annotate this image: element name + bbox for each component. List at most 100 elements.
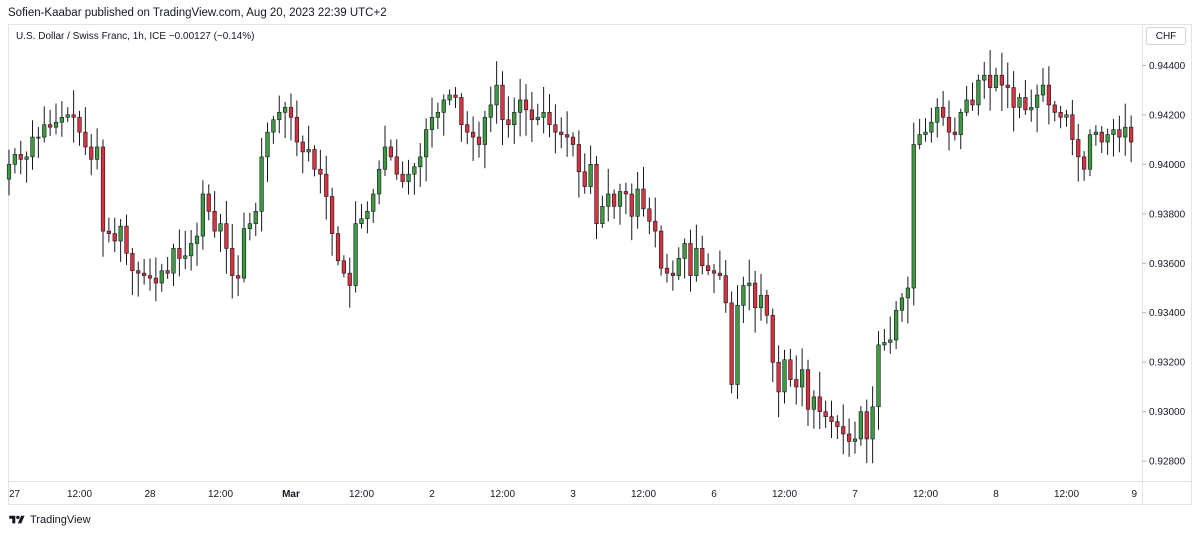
candle-body-down [770, 314, 775, 363]
candle-body-down [300, 141, 305, 153]
candle [377, 160, 382, 205]
candle [993, 67, 999, 92]
candle [48, 109, 53, 137]
candle [617, 183, 623, 225]
candle [576, 130, 581, 198]
candle [635, 171, 640, 229]
candle-body-down [629, 193, 634, 217]
candle-body-down [1058, 112, 1063, 118]
candle [359, 204, 364, 229]
candle [952, 117, 957, 141]
candle [1129, 115, 1134, 163]
price-axis: 0.94400 0.94200 0.94000 0.93800 0.93600 0.934… [1142, 25, 1186, 504]
candle-body-down [18, 154, 23, 160]
candle [888, 316, 893, 354]
candle [112, 217, 117, 253]
time-tick-label: 28 [144, 489, 156, 500]
candle [1017, 93, 1022, 118]
candle-body-down [612, 193, 617, 207]
candle [465, 111, 470, 145]
candle [6, 149, 12, 196]
candle [941, 90, 946, 126]
candle-body-down [318, 168, 323, 175]
candle [382, 125, 388, 176]
candle-body-down [823, 411, 828, 417]
candle-body-down [788, 359, 793, 380]
candle-body-up [189, 243, 194, 257]
candle-body-up [635, 188, 640, 217]
candle [1070, 100, 1075, 156]
time-tick-label: 3 [570, 489, 576, 500]
candle [647, 197, 652, 235]
candle-body-down [312, 149, 317, 170]
candle-body-down [729, 302, 734, 385]
candle-body-down [670, 272, 675, 276]
candle-body-up [441, 99, 446, 113]
candle-body-down [641, 188, 646, 210]
candle-body-up [905, 287, 910, 299]
candle-body-down [335, 233, 341, 262]
candle [823, 400, 828, 428]
candle-body-up [418, 156, 423, 168]
candle [159, 263, 164, 292]
candle-body-down [711, 270, 717, 274]
symbol-legend: U.S. Dollar / Swiss Franc, 1h, ICE −0.00… [16, 31, 254, 42]
time-tick-label: 12:00 [772, 489, 797, 500]
candle-body-down [112, 233, 117, 242]
time-axis: 27 12:00 28 12:00 Mar 12:00 2 12:00 3 12:00 6 12:00… [9, 481, 1191, 500]
candle-body-down [647, 208, 652, 222]
candle [870, 386, 875, 464]
candle-body-down [565, 134, 570, 138]
candle-body-up [277, 112, 282, 121]
candle [711, 264, 717, 294]
candle [77, 110, 82, 146]
candle-body-down [330, 196, 335, 234]
candle [294, 100, 299, 157]
candle-body-up [888, 339, 893, 343]
candle [324, 155, 329, 220]
candle [341, 255, 346, 278]
time-tick-label: 9 [1131, 489, 1137, 500]
currency-button[interactable]: CHF [1146, 27, 1186, 45]
candle-body-up [365, 211, 370, 220]
candle [659, 225, 664, 276]
candle-body-down [1129, 126, 1134, 143]
candle-body-down [394, 156, 399, 175]
candle [688, 229, 693, 292]
candle-body-up [482, 116, 487, 145]
time-tick-label: 12:00 [349, 489, 374, 500]
candle-body-down [1011, 87, 1016, 108]
candle [917, 118, 922, 150]
candle [811, 390, 816, 429]
candle [882, 328, 887, 351]
candle [1082, 151, 1087, 181]
candle-body-up [964, 99, 969, 113]
candle [218, 213, 223, 252]
candle-body-down [177, 248, 182, 259]
candle [241, 212, 247, 283]
candle-body-down [700, 248, 705, 267]
candle-body-down [465, 124, 470, 133]
candle-body-down [835, 421, 840, 427]
candle-body-up [259, 156, 264, 212]
time-tick-label: 12:00 [208, 489, 233, 500]
tradingview-brand[interactable]: TradingView [8, 513, 91, 527]
candle-body-up [283, 107, 288, 113]
candle-body-down [224, 223, 229, 249]
candle [482, 110, 487, 169]
candle-body-down [1005, 84, 1010, 88]
candle-body-down [48, 124, 53, 128]
candle [847, 418, 852, 457]
candle [1052, 100, 1057, 122]
time-tick-label: 12:00 [913, 489, 938, 500]
candle [1117, 115, 1122, 153]
candle-body-down [706, 265, 711, 271]
candle-body-up [876, 344, 881, 408]
candle-body-down [594, 163, 599, 224]
candle [71, 90, 76, 143]
candle [670, 260, 675, 291]
candle [664, 253, 670, 283]
candle [288, 93, 294, 141]
candle-body-up [1029, 107, 1034, 111]
